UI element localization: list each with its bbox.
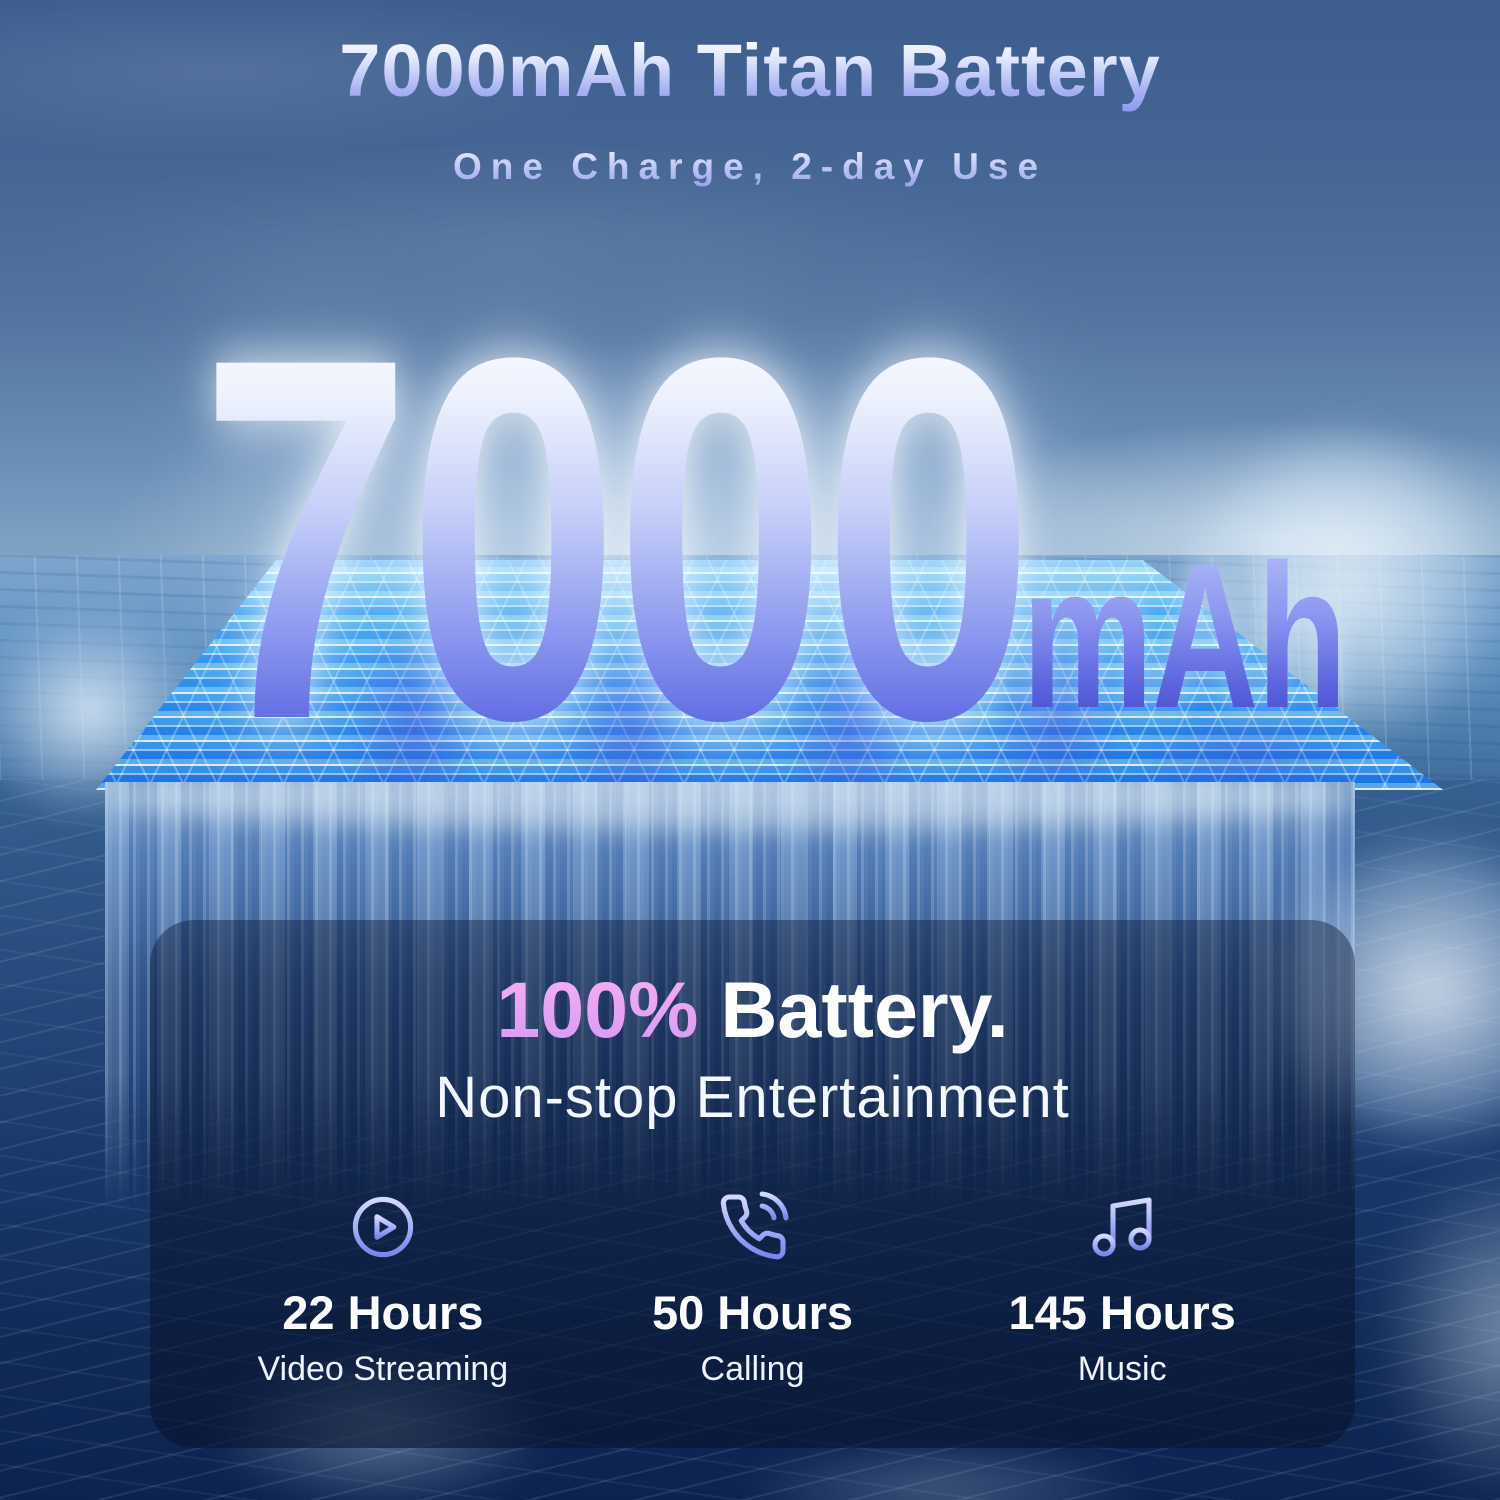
stat-music: 145 Hours Music xyxy=(937,1191,1307,1386)
stat-label: Calling xyxy=(700,1350,805,1388)
music-notes-icon xyxy=(1092,1197,1152,1257)
page-subtitle: One Charge, 2-day Use xyxy=(0,146,1500,188)
stat-hours: 145 Hours xyxy=(1008,1286,1236,1339)
play-circle-icon xyxy=(352,1196,413,1258)
panel-headline: 100% Battery. xyxy=(496,970,1008,1049)
page-title: 7000mAh Titan Battery xyxy=(0,28,1500,113)
stat-hours: 22 Hours xyxy=(282,1286,484,1339)
stat-label: Video Streaming xyxy=(257,1350,509,1388)
stats-row: 22 Hours Video Streaming 50 Hours Callin… xyxy=(150,1191,1355,1386)
phone-call-icon xyxy=(720,1191,789,1260)
stat-video-streaming: 22 Hours Video Streaming xyxy=(198,1191,568,1386)
stat-label: Music xyxy=(1077,1350,1167,1388)
battery-word: Battery. xyxy=(720,965,1009,1054)
panel-subheadline: Non-stop Entertainment xyxy=(435,1065,1070,1130)
battery-percent: 100% xyxy=(496,965,699,1054)
battery-stats-panel: 100% Battery. Non-stop Entertainment 22 … xyxy=(150,920,1355,1448)
stat-calling: 50 Hours Calling xyxy=(568,1191,938,1386)
stat-hours: 50 Hours xyxy=(651,1286,854,1339)
